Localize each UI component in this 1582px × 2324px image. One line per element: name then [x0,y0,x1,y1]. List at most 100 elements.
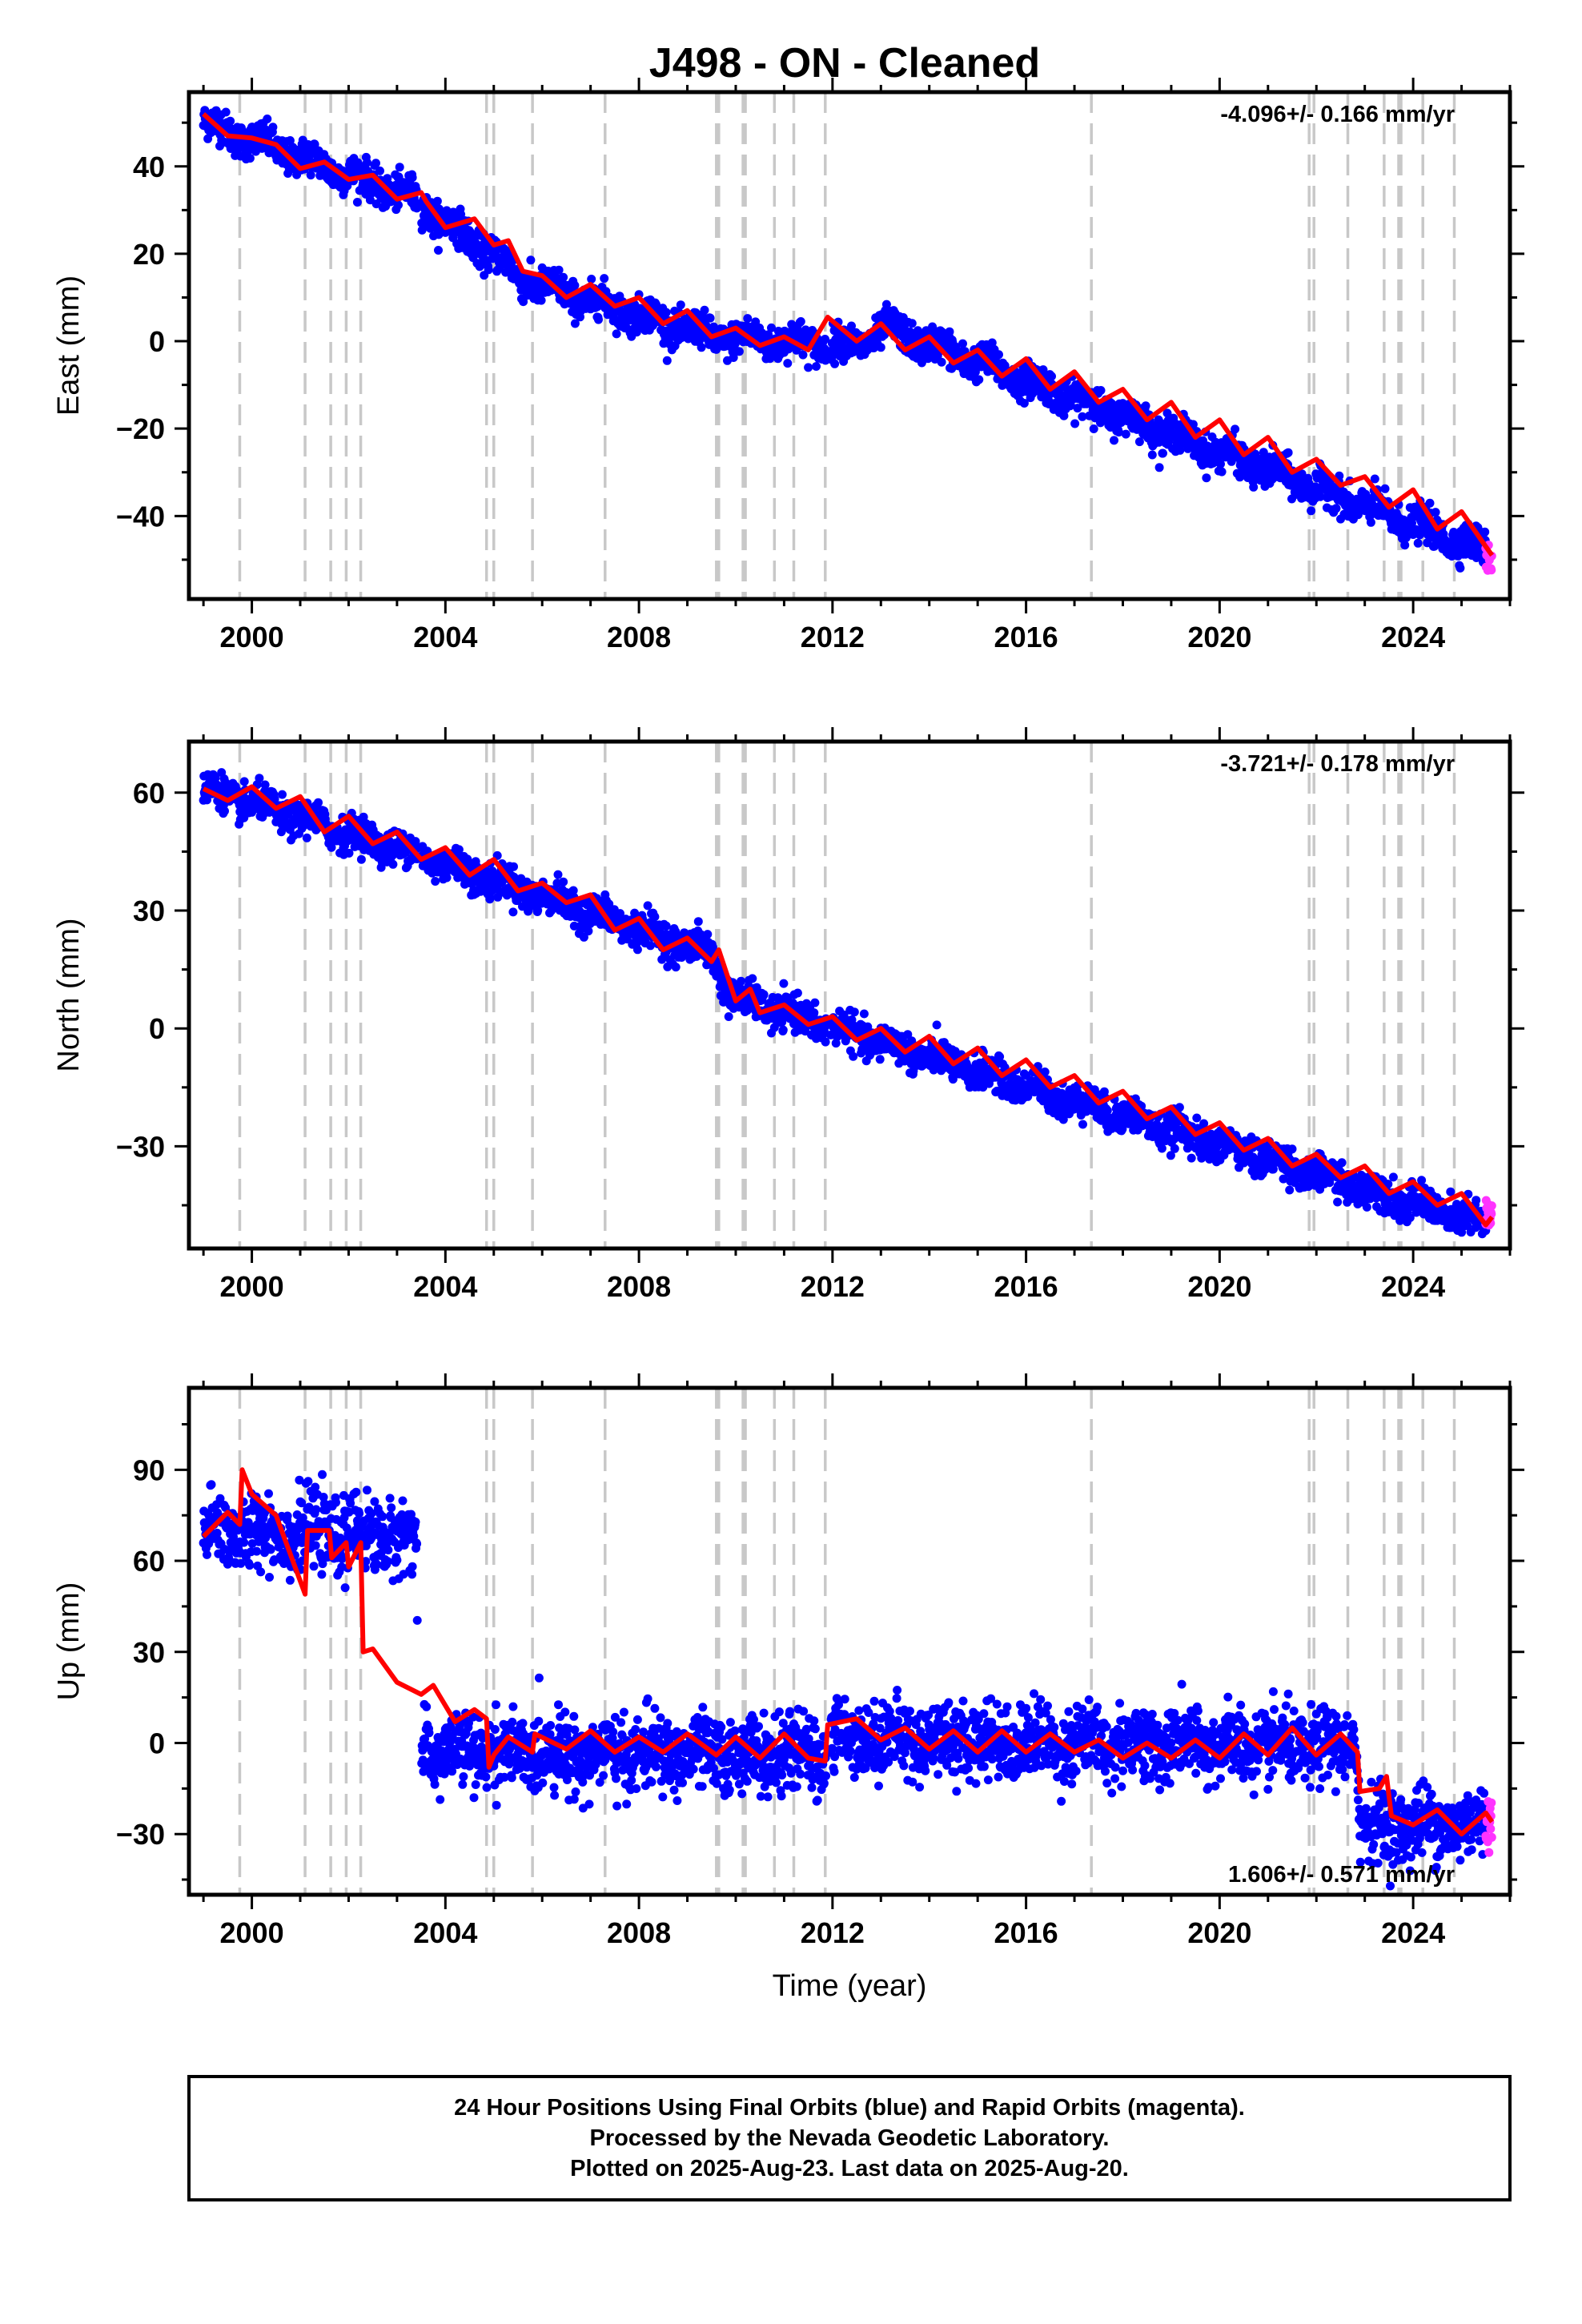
data-point [395,163,404,172]
data-point [970,368,980,376]
data-point [220,806,229,816]
data-point [632,945,642,955]
data-point [200,106,210,115]
x-tick-label: 2000 [220,621,284,653]
data-point [1147,450,1157,460]
data-point [1202,473,1211,483]
data-point [1307,506,1316,516]
data-point [863,1022,873,1031]
x-tick-label: 2004 [413,621,477,653]
data-point [742,1006,752,1015]
data-point [388,859,398,869]
data-point [1158,448,1167,458]
data-point [729,353,738,362]
data-point [645,941,655,951]
data-point [643,901,652,911]
data-point [327,842,336,852]
data-point [1331,504,1341,513]
data-point [1425,498,1435,508]
data-point [570,319,580,328]
figure-title: J498 - ON - Cleaned [649,40,1040,86]
data-point [1141,401,1150,411]
data-point [705,313,715,323]
data-point [945,327,954,336]
data-point [1370,474,1379,484]
data-point [974,375,984,384]
data-point [363,158,371,167]
data-point [302,833,311,842]
data-point [1259,448,1268,457]
data-point [676,300,685,310]
data-point [809,1008,819,1018]
data-point [245,154,255,163]
y-tick-label: 0 [149,325,165,358]
data-point [1154,463,1164,472]
data-point [371,159,380,168]
data-point [285,136,295,145]
data-point [553,870,563,879]
east-series-final-orbits [199,106,1491,573]
data-point [1134,437,1144,447]
data-point [1038,365,1048,375]
data-point [456,210,466,219]
data-point [526,255,536,265]
data-point [226,116,235,126]
north-plot-area [199,742,1496,1248]
data-point [270,794,279,804]
east-ticks [175,78,1524,613]
data-point [1283,448,1293,457]
data-point [1480,527,1490,537]
east-plot-frame [187,90,1512,601]
data-point [632,328,641,337]
data-point [524,905,533,915]
data-point [759,990,769,999]
data-point [661,308,671,317]
data-point [821,1037,830,1047]
data-point [352,198,362,207]
data-point [570,280,580,290]
data-point [587,275,596,283]
data-point [604,899,614,909]
data-point [700,305,709,315]
data-point [278,790,287,799]
data-point [812,362,821,371]
east-velocity-label: -4.096+/- 0.166 mm/yr [1220,102,1455,127]
data-point [454,845,464,854]
data-point [203,795,211,805]
data-point [1188,420,1198,429]
x-tick-label: 2008 [607,621,671,653]
x-tick-label: 2016 [994,621,1058,653]
data-point [849,1007,859,1017]
data-point [1047,372,1056,381]
data-point [662,356,672,365]
data-point [1114,428,1123,437]
data-point [612,329,621,339]
data-point [533,906,543,915]
data-point [821,335,829,344]
data-point [793,988,802,998]
data-point [661,921,671,931]
data-point [1315,492,1325,501]
data-point [903,1030,913,1039]
data-point [804,363,813,372]
data-point [748,974,757,983]
data-point [1216,460,1225,468]
data-point [508,907,518,917]
data-point [765,354,775,364]
east-y-axis-label: East (mm) [52,275,86,416]
data-point [616,909,624,919]
y-tick-label: −40 [116,500,165,533]
data-point [764,330,773,340]
data-point [671,963,681,972]
data-point [995,1052,1005,1061]
data-point [958,339,967,348]
data-point [810,998,820,1007]
data-point [569,921,579,931]
data-point [1431,508,1440,517]
data-point [1059,411,1069,420]
data-point [847,321,856,331]
data-point [783,359,793,368]
data-point [554,265,564,275]
data-point [519,297,528,307]
